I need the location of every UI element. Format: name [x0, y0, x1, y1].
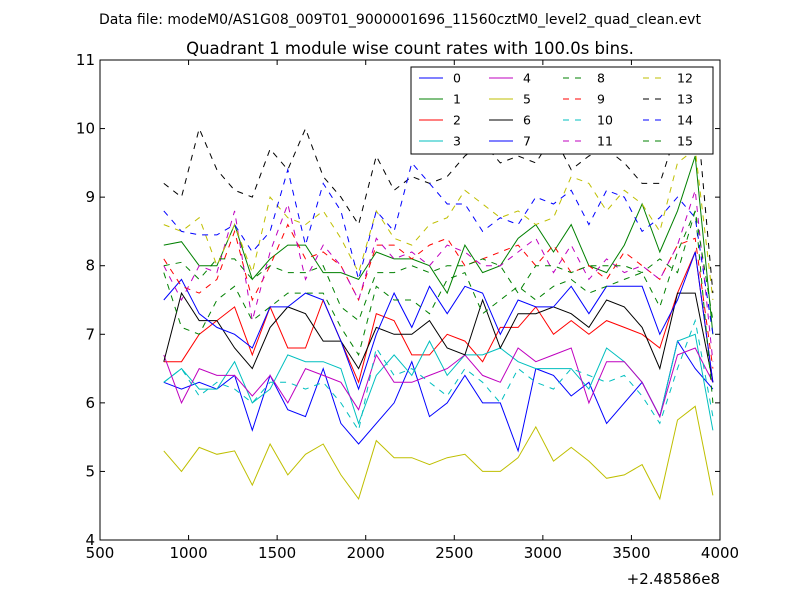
series-line-11 [163, 190, 714, 362]
series-line-8 [163, 210, 714, 403]
x-tick-label: 500 [86, 544, 115, 562]
axis-ticks: 500 1000 1500 2000 2500 3000 3500 4000456789101… [76, 51, 739, 562]
series-line-15 [163, 210, 714, 322]
y-tick-label: 10 [76, 120, 95, 138]
series-line-13 [163, 92, 714, 294]
series-line-1 [163, 155, 714, 335]
series-line-4 [163, 347, 714, 418]
legend-label-14: 14 [677, 113, 693, 128]
series-line-0 [163, 339, 714, 453]
series-line-9 [163, 223, 714, 369]
x-tick-label: 1500 [258, 544, 296, 562]
legend-label-15: 15 [677, 134, 693, 149]
legend-label-13: 13 [677, 92, 693, 107]
series-line-6 [163, 291, 714, 383]
legend-label-9: 9 [597, 92, 605, 107]
y-tick-label: 7 [85, 325, 95, 343]
legend-box [410, 66, 714, 155]
y-tick-label: 9 [85, 188, 95, 206]
chart-suptitle: Data file: modeM0/AS1G08_009T01_90000016… [99, 12, 701, 28]
legend-label-3: 3 [453, 134, 461, 149]
legend-label-6: 6 [523, 113, 531, 128]
series-line-10 [163, 318, 714, 432]
legend-label-11: 11 [597, 134, 613, 149]
legend-label-4: 4 [523, 71, 531, 86]
series-line-14 [163, 161, 714, 335]
legend-label-10: 10 [597, 113, 613, 128]
series-layer [163, 92, 714, 501]
legend-label-8: 8 [597, 71, 605, 86]
legend-label-0: 0 [453, 71, 461, 86]
y-tick-label: 11 [76, 51, 95, 69]
series-line-2 [163, 250, 714, 384]
x-tick-label: 1000 [169, 544, 207, 562]
x-tick-label: 4000 [701, 544, 739, 562]
legend-label-1: 1 [453, 92, 461, 107]
y-tick-label: 6 [85, 394, 95, 412]
x-tick-label: 3500 [612, 544, 650, 562]
x-tick-label: 2500 [435, 544, 473, 562]
y-tick-label: 8 [85, 257, 95, 275]
x-offset-label: +2.48586e8 [627, 570, 720, 588]
legend-label-5: 5 [523, 92, 531, 107]
series-line-5 [163, 405, 714, 501]
x-tick-label: 2000 [347, 544, 385, 562]
y-tick-label: 4 [85, 531, 95, 549]
chart-title: Quadrant 1 module wise count rates with … [186, 39, 634, 58]
x-tick-label: 3000 [524, 544, 562, 562]
legend-label-2: 2 [453, 113, 461, 128]
series-line-3 [163, 333, 714, 431]
plot-frame [99, 59, 721, 541]
series-line-7 [163, 251, 714, 391]
legend-label-12: 12 [677, 71, 693, 86]
legend-label-7: 7 [523, 134, 531, 149]
y-tick-label: 5 [85, 462, 95, 480]
